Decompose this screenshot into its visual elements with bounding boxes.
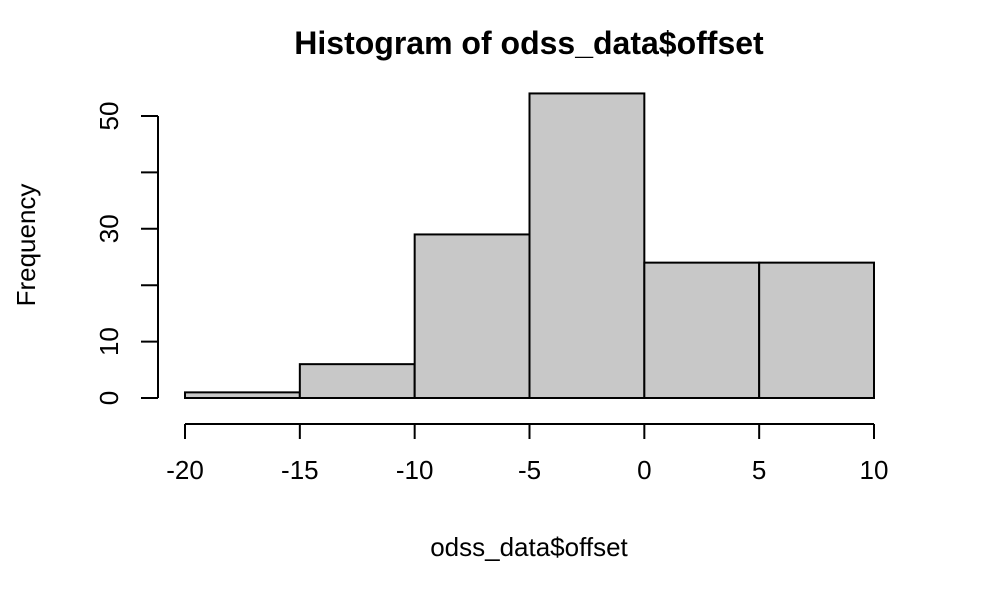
y-tick-label: 30 <box>94 214 124 243</box>
x-tick-label: -15 <box>281 455 319 485</box>
bars-group <box>184 92 876 400</box>
chart-title: Histogram of odss_data$offset <box>294 25 764 61</box>
y-tick-label: 10 <box>94 327 124 356</box>
x-tick-label: 10 <box>860 455 889 485</box>
histogram-bar-0 <box>184 391 301 399</box>
y-tick-label: 50 <box>94 102 124 131</box>
x-axis: -20 -15 -10 -5 0 5 10 <box>166 423 889 485</box>
histogram-bar-3 <box>528 92 646 399</box>
histogram-bar-5 <box>758 261 876 400</box>
histogram-bar-4 <box>643 261 761 400</box>
x-tick-label: -5 <box>518 455 541 485</box>
x-axis-label: odss_data$offset <box>430 532 628 562</box>
x-tick-label: -20 <box>166 455 204 485</box>
histogram-bar-2 <box>413 233 531 399</box>
y-axis: 0 10 30 50 <box>94 102 159 405</box>
y-axis-label: Frequency <box>11 184 41 307</box>
x-tick-label: -10 <box>396 455 434 485</box>
y-tick-label: 0 <box>94 391 124 405</box>
x-tick-label: 0 <box>637 455 651 485</box>
x-tick-label: 5 <box>752 455 766 485</box>
histogram-bar-1 <box>298 363 416 400</box>
